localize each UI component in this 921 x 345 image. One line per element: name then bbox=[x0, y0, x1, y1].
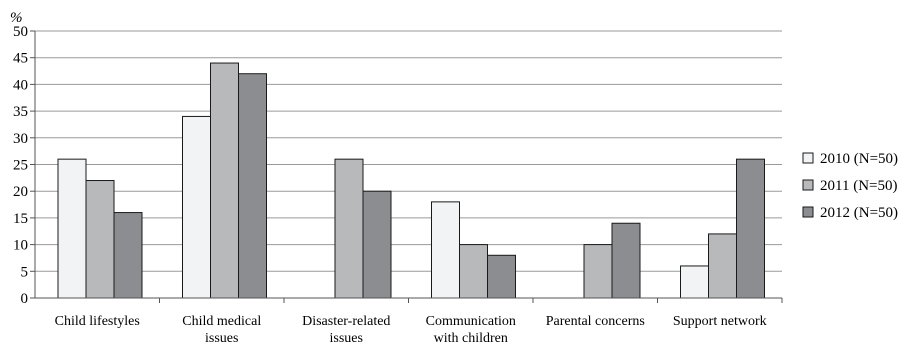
bar bbox=[85, 180, 115, 299]
y-tick-label: 25 bbox=[13, 158, 28, 174]
bar bbox=[182, 115, 211, 299]
x-category-label: Communication with children bbox=[426, 314, 516, 345]
bar bbox=[57, 158, 87, 299]
y-axis-label: % bbox=[10, 10, 23, 26]
bar bbox=[708, 233, 737, 299]
y-tick-label: 0 bbox=[21, 291, 29, 307]
bar bbox=[611, 222, 641, 299]
legend-item: 2010 (N=50) bbox=[802, 151, 898, 167]
x-category-label: Parental concerns bbox=[546, 314, 645, 329]
legend: 2010 (N=50) 2011 (N=50) 2012 (N=50) bbox=[802, 151, 898, 221]
y-tick-label: 40 bbox=[13, 77, 28, 93]
y-tick-label: 35 bbox=[13, 104, 28, 120]
legend-item: 2011 (N=50) bbox=[802, 178, 897, 194]
bar bbox=[583, 244, 613, 299]
bar bbox=[362, 190, 392, 299]
bar bbox=[113, 212, 143, 299]
gridlines bbox=[35, 30, 782, 272]
legend-label: 2012 (N=50) bbox=[820, 205, 898, 221]
bars bbox=[57, 62, 765, 299]
bar bbox=[334, 158, 364, 299]
legend-label: 2011 (N=50) bbox=[820, 178, 897, 194]
y-tick-label: 20 bbox=[13, 184, 28, 200]
y-tick-label: 30 bbox=[13, 131, 28, 147]
y-tick-labels: 0 5 10 15 20 25 30 35 40 45 50 bbox=[13, 24, 28, 307]
bar bbox=[736, 158, 765, 299]
y-tick-label: 50 bbox=[13, 24, 28, 40]
bar bbox=[487, 254, 516, 299]
legend-swatch bbox=[802, 179, 814, 191]
legend-item: 2012 (N=50) bbox=[802, 205, 898, 221]
bar bbox=[459, 244, 488, 299]
x-category-labels: Child lifestyles Child medical issues Disas… bbox=[55, 314, 767, 345]
y-tick-label: 10 bbox=[13, 238, 28, 254]
x-category-label: Support network bbox=[673, 314, 767, 329]
bar bbox=[238, 73, 267, 299]
legend-swatch bbox=[802, 152, 814, 164]
x-category-label: Disaster-related issues bbox=[302, 314, 390, 345]
y-tick-label: 5 bbox=[21, 264, 29, 280]
axes bbox=[30, 30, 783, 303]
y-tick-label: 15 bbox=[13, 211, 28, 227]
legend-swatch bbox=[802, 206, 814, 218]
y-tick-label: 45 bbox=[13, 51, 28, 67]
legend-label: 2010 (N=50) bbox=[820, 151, 898, 167]
x-category-label: Child lifestyles bbox=[55, 314, 140, 329]
bar bbox=[210, 62, 239, 299]
x-category-label: Child medical issues bbox=[182, 314, 261, 345]
bar bbox=[431, 201, 460, 299]
bar bbox=[680, 265, 709, 299]
